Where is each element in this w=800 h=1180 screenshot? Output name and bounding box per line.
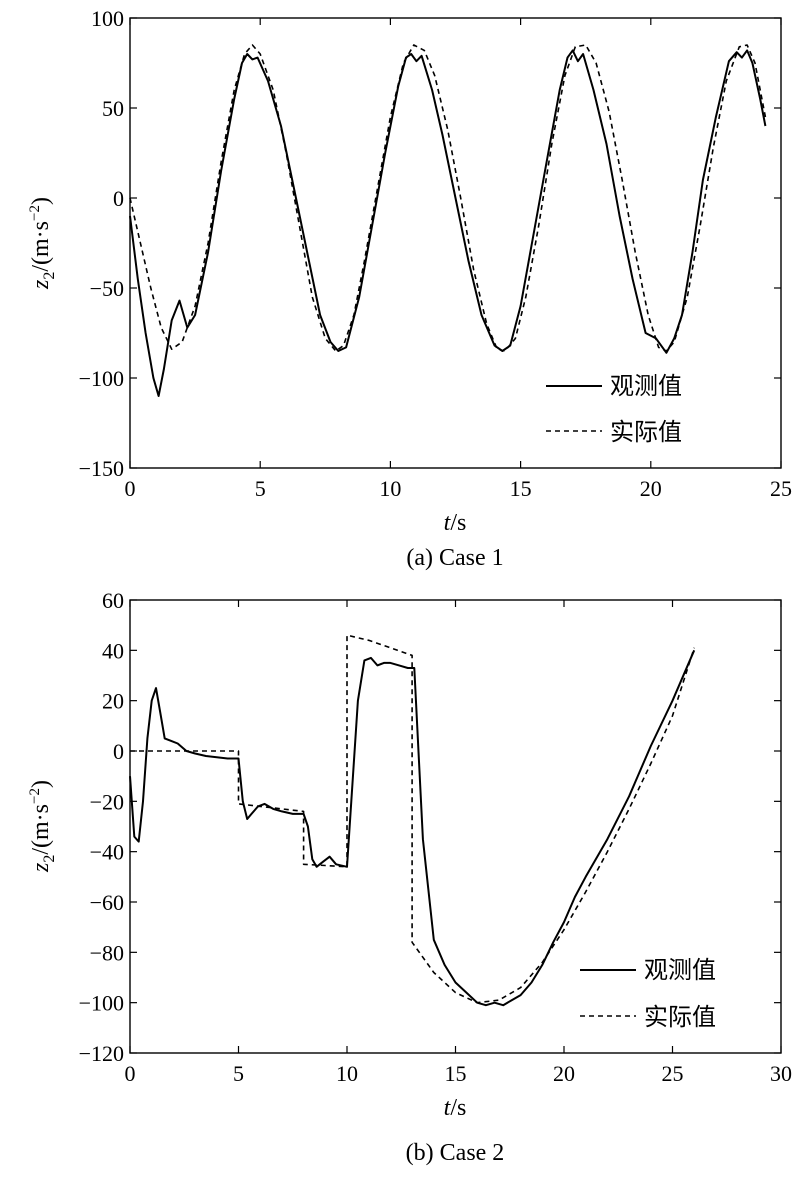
chart-a-series-observed-line <box>129 49 767 397</box>
chart-b-series-actual-line <box>130 634 695 1004</box>
chart-b-ylabel-unit: /(m·s <box>28 804 54 855</box>
chart-a-y-tick-label: −150 <box>79 456 124 481</box>
chart-a-x-tick-label: 20 <box>640 476 662 501</box>
chart-b-x-axis-label: t/s <box>444 1095 467 1121</box>
chart-a-legend-label-observed: 观测值 <box>610 372 682 400</box>
chart-a-legend: 观测值 实际值 <box>546 372 682 446</box>
chart-b-y-tick-label: 60 <box>102 588 124 613</box>
chart-a-y-tick-label: 100 <box>91 6 124 31</box>
chart-b-y-tick-label: −40 <box>90 840 124 865</box>
chart-a-y-tick-label: −100 <box>79 366 124 391</box>
chart-a-x-tick-label: 15 <box>510 476 532 501</box>
chart-a-legend-label-actual: 实际值 <box>610 418 682 446</box>
chart-b-y-tick-label: −100 <box>79 991 124 1016</box>
chart-b-xlabel-var: t <box>444 1095 452 1121</box>
chart-b-legend: 观测值 实际值 <box>580 956 716 1031</box>
chart-a-series <box>129 44 767 397</box>
chart-case-1: 0 5 10 15 20 25 100 50 0 −50 −100 −150 z2/(m·s−2) t… <box>27 6 792 571</box>
chart-b-y-tick-label: −60 <box>90 890 124 915</box>
chart-b-series <box>129 634 696 1007</box>
chart-b-ylabel-var: z <box>28 862 54 873</box>
chart-b-plot-frame <box>129 599 782 1054</box>
chart-a-y-tick-label: 0 <box>113 186 124 211</box>
chart-a-ticks: 0 5 10 15 20 25 100 50 0 −50 −100 −150 <box>79 6 792 501</box>
chart-a-x-tick-label: 0 <box>125 476 136 501</box>
chart-a-ylabel-sub: 2 <box>41 272 58 280</box>
chart-b-y-tick-label: 40 <box>102 638 124 663</box>
chart-a-plot-frame <box>129 17 782 469</box>
chart-a-x-tick-label: 5 <box>255 476 266 501</box>
chart-a-y-tick-label: 50 <box>102 96 124 121</box>
chart-b-xlabel-unit: /s <box>450 1095 466 1121</box>
chart-b-x-tick-label: 15 <box>445 1061 467 1086</box>
chart-a-x-axis-label: t/s <box>444 510 467 536</box>
chart-b-series-observed-line <box>129 649 696 1007</box>
chart-a-y-tick-label: −50 <box>90 276 124 301</box>
chart-b-y-tick-label: −80 <box>90 940 124 965</box>
chart-a-ylabel-exp: −2 <box>27 205 43 221</box>
chart-a-ylabel-var: z <box>28 279 54 290</box>
chart-a-x-tick-label: 25 <box>770 476 792 501</box>
chart-b-x-tick-label: 30 <box>770 1061 792 1086</box>
chart-b-ylabel-sub: 2 <box>41 855 58 863</box>
chart-b-ylabel-close: ) <box>28 780 54 788</box>
chart-b-y-tick-label: 0 <box>113 739 124 764</box>
chart-b-y-tick-label: −20 <box>90 789 124 814</box>
chart-b-x-tick-label: 20 <box>553 1061 575 1086</box>
chart-b-y-tick-label: 20 <box>102 689 124 714</box>
chart-a-xlabel-unit: /s <box>450 510 466 536</box>
chart-b-legend-label-actual: 实际值 <box>644 1003 716 1031</box>
chart-b-x-tick-label: 10 <box>336 1061 358 1086</box>
chart-a-caption: (a) Case 1 <box>406 545 503 571</box>
chart-b-x-tick-label: 0 <box>125 1061 136 1086</box>
chart-a-ylabel-unit: /(m·s <box>28 221 54 272</box>
chart-b-caption: (b) Case 2 <box>406 1140 505 1166</box>
chart-b-y-axis-label: z2/(m·s−2) <box>27 780 58 873</box>
chart-a-xlabel-var: t <box>444 510 452 536</box>
chart-case-2: 0 5 10 15 20 25 306040200−20−40−60−80−100−120 … <box>27 588 792 1166</box>
chart-b-y-tick-label: −120 <box>79 1041 124 1066</box>
chart-a-ylabel-close: ) <box>28 197 54 205</box>
chart-b-legend-label-observed: 观测值 <box>644 956 716 984</box>
chart-b-ticks: 0 5 10 15 20 25 30 60 40 20 0 −20 −40 −60 −80 −100 −120 <box>79 588 792 1086</box>
chart-b-ylabel-exp: −2 <box>27 788 43 804</box>
chart-b-x-tick-label: 25 <box>662 1061 684 1086</box>
chart-a-x-tick-label: 10 <box>379 476 401 501</box>
chart-b-x-tick-label: 5 <box>233 1061 244 1086</box>
chart-a-y-axis-label: z2/(m·s−2) <box>27 197 58 290</box>
chart-a-series-actual-line <box>129 44 767 352</box>
